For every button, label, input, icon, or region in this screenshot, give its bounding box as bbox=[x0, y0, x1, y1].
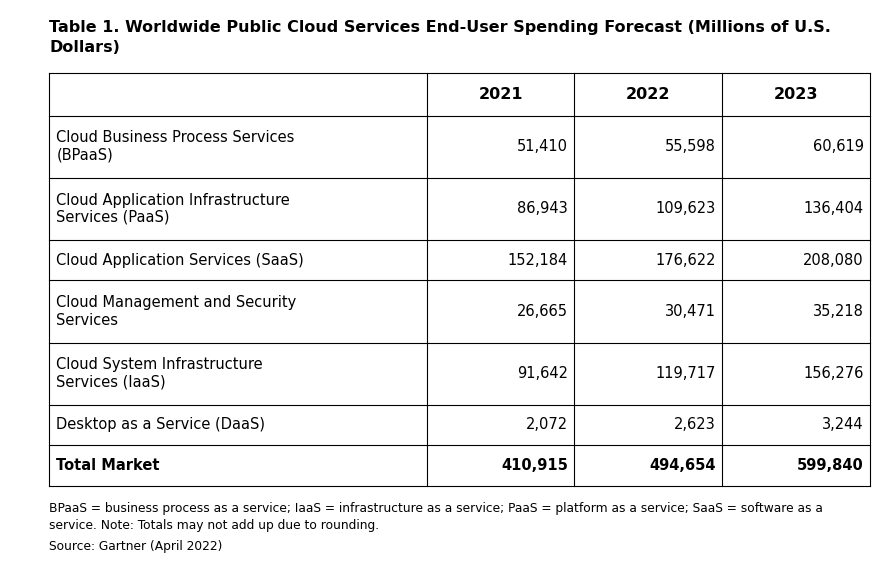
Text: 2022: 2022 bbox=[626, 87, 670, 102]
Text: 2021: 2021 bbox=[478, 87, 523, 102]
Text: 35,218: 35,218 bbox=[813, 304, 864, 319]
Text: 599,840: 599,840 bbox=[797, 458, 864, 473]
Text: 410,915: 410,915 bbox=[502, 458, 569, 473]
Text: Dollars): Dollars) bbox=[49, 40, 120, 55]
Text: Table 1. Worldwide Public Cloud Services End-User Spending Forecast (Millions of: Table 1. Worldwide Public Cloud Services… bbox=[49, 20, 831, 36]
Text: Cloud System Infrastructure
Services (IaaS): Cloud System Infrastructure Services (Ia… bbox=[56, 357, 263, 390]
Text: 494,654: 494,654 bbox=[649, 458, 716, 473]
Text: Cloud Management and Security
Services: Cloud Management and Security Services bbox=[56, 295, 297, 328]
Text: Cloud Application Infrastructure
Services (PaaS): Cloud Application Infrastructure Service… bbox=[56, 193, 290, 225]
Text: 86,943: 86,943 bbox=[518, 201, 569, 216]
Text: Total Market: Total Market bbox=[56, 458, 160, 473]
Text: 2023: 2023 bbox=[773, 87, 818, 102]
Text: 2,072: 2,072 bbox=[526, 417, 569, 432]
Text: 3,244: 3,244 bbox=[822, 417, 864, 432]
Text: 156,276: 156,276 bbox=[803, 366, 864, 381]
Text: BPaaS = business process as a service; IaaS = infrastructure as a service; PaaS : BPaaS = business process as a service; I… bbox=[49, 502, 823, 514]
Text: 26,665: 26,665 bbox=[517, 304, 569, 319]
Text: 176,622: 176,622 bbox=[655, 253, 716, 268]
Text: 55,598: 55,598 bbox=[665, 139, 716, 154]
Text: 30,471: 30,471 bbox=[665, 304, 716, 319]
Text: 119,717: 119,717 bbox=[655, 366, 716, 381]
Text: 2,623: 2,623 bbox=[674, 417, 716, 432]
Text: 91,642: 91,642 bbox=[517, 366, 569, 381]
Text: 208,080: 208,080 bbox=[803, 253, 864, 268]
Text: Cloud Application Services (SaaS): Cloud Application Services (SaaS) bbox=[56, 253, 304, 268]
Text: service. Note: Totals may not add up due to rounding.: service. Note: Totals may not add up due… bbox=[49, 519, 379, 532]
Text: 136,404: 136,404 bbox=[804, 201, 864, 216]
Text: Desktop as a Service (DaaS): Desktop as a Service (DaaS) bbox=[56, 417, 266, 432]
Text: Cloud Business Process Services
(BPaaS): Cloud Business Process Services (BPaaS) bbox=[56, 130, 295, 163]
Text: 60,619: 60,619 bbox=[813, 139, 864, 154]
Text: 152,184: 152,184 bbox=[508, 253, 569, 268]
Text: 51,410: 51,410 bbox=[517, 139, 569, 154]
Text: Source: Gartner (April 2022): Source: Gartner (April 2022) bbox=[49, 540, 223, 553]
Text: 109,623: 109,623 bbox=[655, 201, 716, 216]
